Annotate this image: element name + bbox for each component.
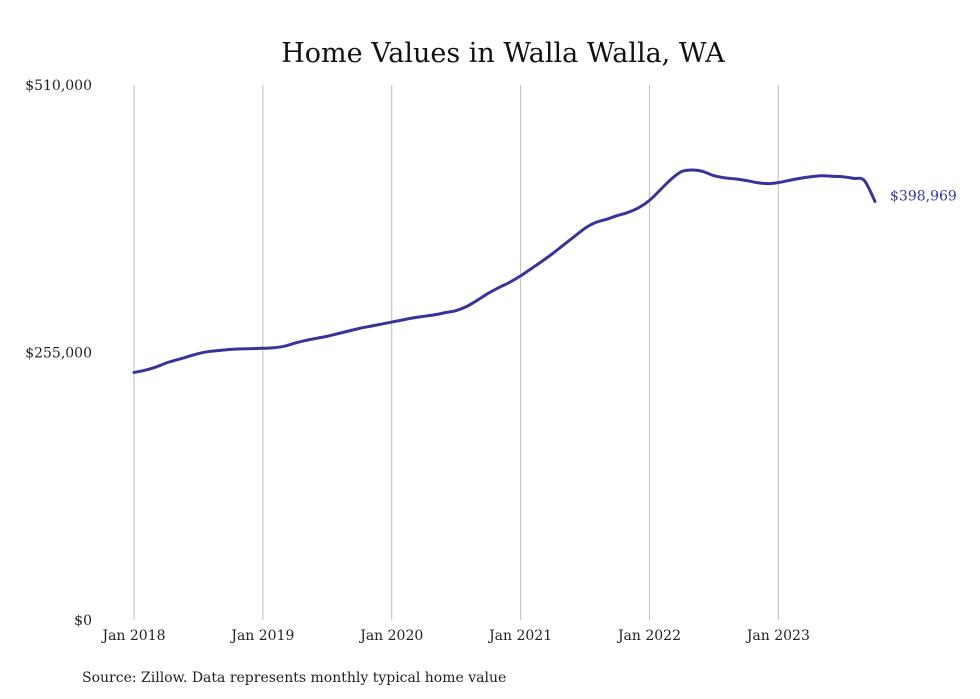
chart-title: Home Values in Walla Walla, WA [281, 38, 725, 69]
last-value-label: $398,969 [890, 188, 957, 204]
y-tick-label: $0 [74, 613, 92, 629]
x-tick-label: Jan 2021 [487, 628, 552, 644]
x-tick-label: Jan 2020 [358, 628, 423, 644]
vertical-gridlines [133, 85, 779, 620]
y-tick-label: $255,000 [25, 346, 92, 362]
x-tick-label: Jan 2023 [745, 628, 810, 644]
home-value-series-line [132, 168, 877, 374]
x-tick-label: Jan 2018 [100, 628, 165, 644]
y-axis-labels: $0 $255,000 $510,000 [25, 78, 92, 629]
x-axis-labels: Jan 2018 Jan 2019 Jan 2020 Jan 2021 Jan 2022… [100, 628, 809, 644]
x-tick-label: Jan 2022 [616, 628, 681, 644]
x-tick-label: Jan 2019 [229, 628, 294, 644]
y-tick-label: $510,000 [25, 78, 92, 94]
source-note: Source: Zillow. Data represents monthly … [82, 670, 506, 686]
